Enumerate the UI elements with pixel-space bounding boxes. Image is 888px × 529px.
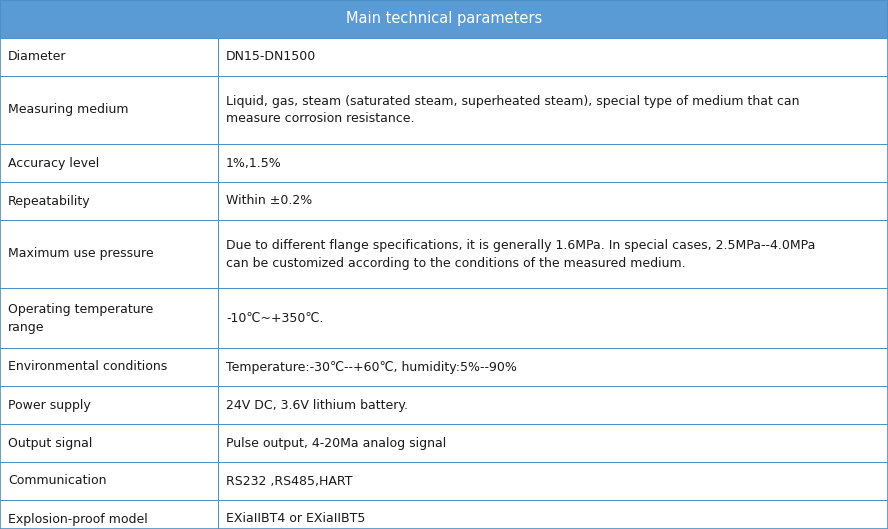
- Bar: [0, 348, 218, 386]
- Bar: [218, 220, 888, 288]
- Bar: [218, 500, 888, 529]
- Bar: [0, 144, 218, 182]
- Bar: [0, 462, 218, 500]
- Text: Within ±0.2%: Within ±0.2%: [226, 195, 313, 207]
- Text: Output signal: Output signal: [8, 436, 92, 450]
- Text: Liquid, gas, steam (saturated steam, superheated steam), special type of medium : Liquid, gas, steam (saturated steam, sup…: [226, 95, 799, 125]
- Text: Power supply: Power supply: [8, 398, 91, 412]
- Bar: [218, 288, 888, 348]
- Text: -10℃~+350℃.: -10℃~+350℃.: [226, 312, 323, 324]
- Bar: [218, 424, 888, 462]
- Bar: [218, 76, 888, 144]
- Text: Diameter: Diameter: [8, 50, 67, 63]
- Bar: [0, 76, 218, 144]
- Text: Accuracy level: Accuracy level: [8, 157, 99, 169]
- Bar: [218, 462, 888, 500]
- Text: Communication: Communication: [8, 475, 107, 488]
- Text: Explosion-proof model: Explosion-proof model: [8, 513, 147, 525]
- Text: Due to different flange specifications, it is generally 1.6MPa. In special cases: Due to different flange specifications, …: [226, 239, 815, 269]
- Text: EXiaIIBT4 or EXiaIIBT5: EXiaIIBT4 or EXiaIIBT5: [226, 513, 365, 525]
- Text: 24V DC, 3.6V lithium battery.: 24V DC, 3.6V lithium battery.: [226, 398, 408, 412]
- Bar: [0, 288, 218, 348]
- Bar: [218, 348, 888, 386]
- Bar: [0, 38, 218, 76]
- Bar: [0, 0, 888, 38]
- Text: Maximum use pressure: Maximum use pressure: [8, 248, 154, 260]
- Bar: [0, 386, 218, 424]
- Bar: [218, 38, 888, 76]
- Bar: [218, 182, 888, 220]
- Bar: [0, 220, 218, 288]
- Text: Main technical parameters: Main technical parameters: [345, 12, 543, 26]
- Text: Environmental conditions: Environmental conditions: [8, 360, 167, 373]
- Text: Repeatability: Repeatability: [8, 195, 91, 207]
- Bar: [218, 144, 888, 182]
- Bar: [0, 500, 218, 529]
- Text: RS232 ,RS485,HART: RS232 ,RS485,HART: [226, 475, 353, 488]
- Text: Temperature:-30℃--+60℃, humidity:5%--90%: Temperature:-30℃--+60℃, humidity:5%--90%: [226, 360, 517, 373]
- Text: Measuring medium: Measuring medium: [8, 104, 129, 116]
- Text: Pulse output, 4-20Ma analog signal: Pulse output, 4-20Ma analog signal: [226, 436, 447, 450]
- Text: 1%,1.5%: 1%,1.5%: [226, 157, 281, 169]
- Text: Operating temperature
range: Operating temperature range: [8, 303, 154, 333]
- Text: DN15-DN1500: DN15-DN1500: [226, 50, 316, 63]
- Bar: [218, 386, 888, 424]
- Bar: [0, 182, 218, 220]
- Bar: [0, 424, 218, 462]
